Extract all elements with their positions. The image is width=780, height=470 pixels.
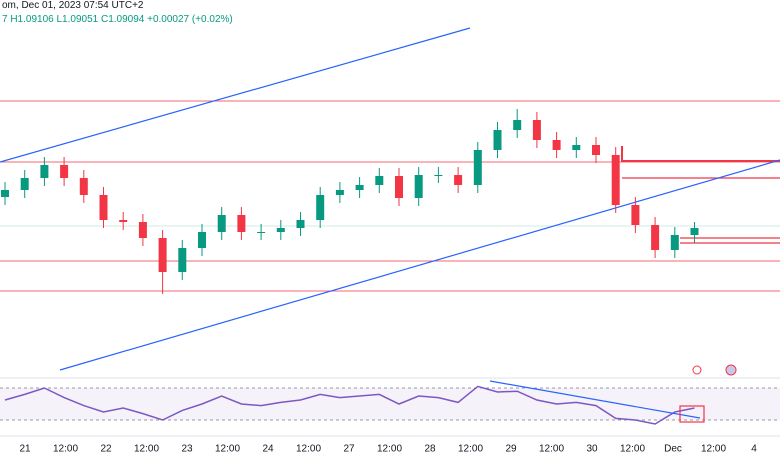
x-tick-label: 23 [181, 444, 193, 455]
x-tick-label: 27 [343, 444, 355, 455]
candle-body [493, 130, 502, 150]
candle-body [670, 235, 679, 250]
candle-body [119, 220, 128, 222]
candle-body [316, 195, 325, 220]
x-tick-label: 12:00 [134, 444, 159, 455]
event-icon [725, 364, 737, 376]
header-ohlc: 7 H1.09106 L1.09051 C1.09094 +0.00027 (+… [2, 14, 233, 25]
x-tick-label: 24 [262, 444, 274, 455]
x-tick-label: 12:00 [458, 444, 483, 455]
candle-body [40, 165, 49, 178]
x-tick-label: 30 [586, 444, 598, 455]
highlight-box [679, 405, 705, 423]
x-tick-label: 12:00 [620, 444, 645, 455]
candle-body [1, 190, 9, 197]
candle-body [237, 215, 246, 232]
x-tick-label: 29 [505, 444, 517, 455]
candle-body [375, 176, 384, 185]
rsi-band [0, 388, 780, 420]
rsi-line [4, 385, 695, 425]
candle-body [434, 175, 443, 176]
candle-body [454, 175, 463, 185]
x-tick-label: 12:00 [53, 444, 78, 455]
trend-line [59, 159, 780, 371]
candle-body [572, 145, 581, 150]
drawings [0, 27, 780, 420]
x-tick-label: 12:00 [296, 444, 321, 455]
candle-body [552, 140, 561, 150]
header-line: om, Dec 01, 2023 07:54 UTC+2 [2, 0, 144, 11]
trend-line [0, 27, 471, 163]
rsi-pane [0, 385, 780, 425]
candle-body [79, 178, 88, 195]
candle-body [158, 238, 167, 272]
candle-body [395, 176, 403, 198]
candle-body [198, 232, 206, 248]
candle-body [513, 120, 522, 130]
candle-body [276, 228, 285, 232]
candle-body [20, 178, 29, 190]
x-tick-label: 12:00 [539, 444, 564, 455]
candle-body [532, 120, 541, 140]
x-tick-label: 22 [100, 444, 112, 455]
candle-body [355, 185, 364, 190]
candle-body [335, 190, 344, 195]
candle-body [138, 222, 147, 238]
candle-body [611, 155, 620, 205]
candle-body [592, 145, 600, 155]
rsi-trend-line [489, 380, 701, 419]
zone-line [621, 146, 780, 162]
event-icon [692, 365, 702, 375]
candle-body [651, 225, 660, 250]
x-tick-label: Dec [664, 444, 682, 455]
candle-body [217, 215, 226, 232]
x-tick-label: 21 [19, 444, 31, 455]
x-tick-label: 28 [424, 444, 436, 455]
candle-body [60, 165, 69, 178]
candle-body [99, 195, 108, 220]
x-tick-label: 12:00 [377, 444, 402, 455]
x-axis: 21 12:00 22 12:00 23 12:00 24 12:00 27 12:00 28 12:… [19, 444, 757, 455]
x-tick-label: 4 [751, 444, 757, 455]
candle-body [296, 220, 305, 228]
candle-body [257, 232, 266, 233]
candle-body [414, 175, 423, 198]
x-tick-label: 12:00 [701, 444, 726, 455]
candle-body [631, 205, 640, 225]
candles [1, 109, 699, 294]
candle-body [178, 248, 187, 272]
x-tick-label: 12:00 [215, 444, 240, 455]
candle-body [473, 150, 482, 185]
candle-body [690, 228, 699, 235]
